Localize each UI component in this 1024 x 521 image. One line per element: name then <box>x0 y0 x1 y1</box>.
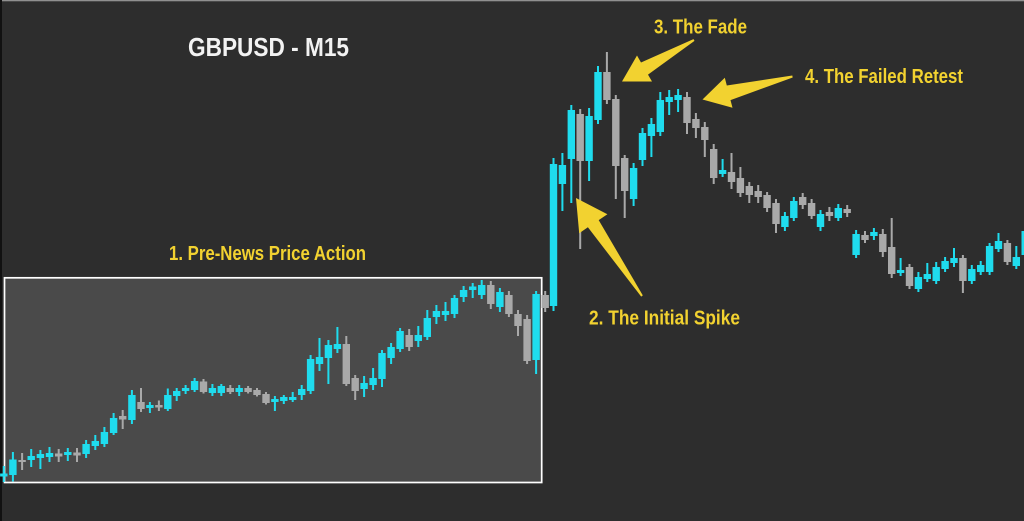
svg-text:1. Pre-News Price Action: 1. Pre-News Price Action <box>169 243 366 265</box>
svg-text:2. The Initial Spike: 2. The Initial Spike <box>589 308 740 330</box>
svg-text:4. The Failed Retest: 4. The Failed Retest <box>805 66 963 88</box>
svg-text:GBPUSD - M15: GBPUSD - M15 <box>188 32 349 62</box>
svg-text:3. The Fade: 3. The Fade <box>654 17 747 39</box>
